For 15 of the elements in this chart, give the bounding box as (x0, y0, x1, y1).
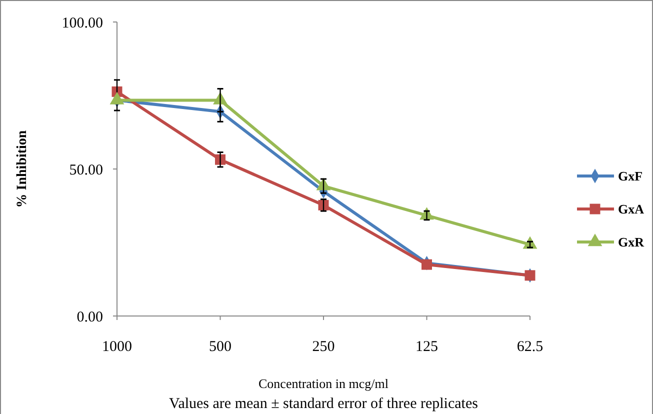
y-tick-label: 50.00 (69, 162, 103, 178)
x-tick-label: 1000 (102, 339, 132, 355)
point (422, 259, 432, 270)
y-axis-title: % Inhibition (15, 130, 30, 208)
x-tick-label: 62.5 (516, 339, 544, 355)
x-tick-label: 250 (312, 339, 335, 355)
text: Values are mean ± standard error of three replicates (169, 396, 478, 412)
x-tick-label: 500 (209, 339, 232, 355)
x-axis-title: Concentration in mcg/ml (258, 376, 389, 391)
y-tick-label: 100.00 (62, 15, 103, 32)
legend-label: GxA (618, 202, 645, 217)
legend-label: GxR (618, 234, 645, 250)
legend-label: GxF (618, 168, 643, 184)
x-tick-label: 125 (416, 339, 438, 355)
y-tick-label: 0.00 (76, 309, 103, 326)
